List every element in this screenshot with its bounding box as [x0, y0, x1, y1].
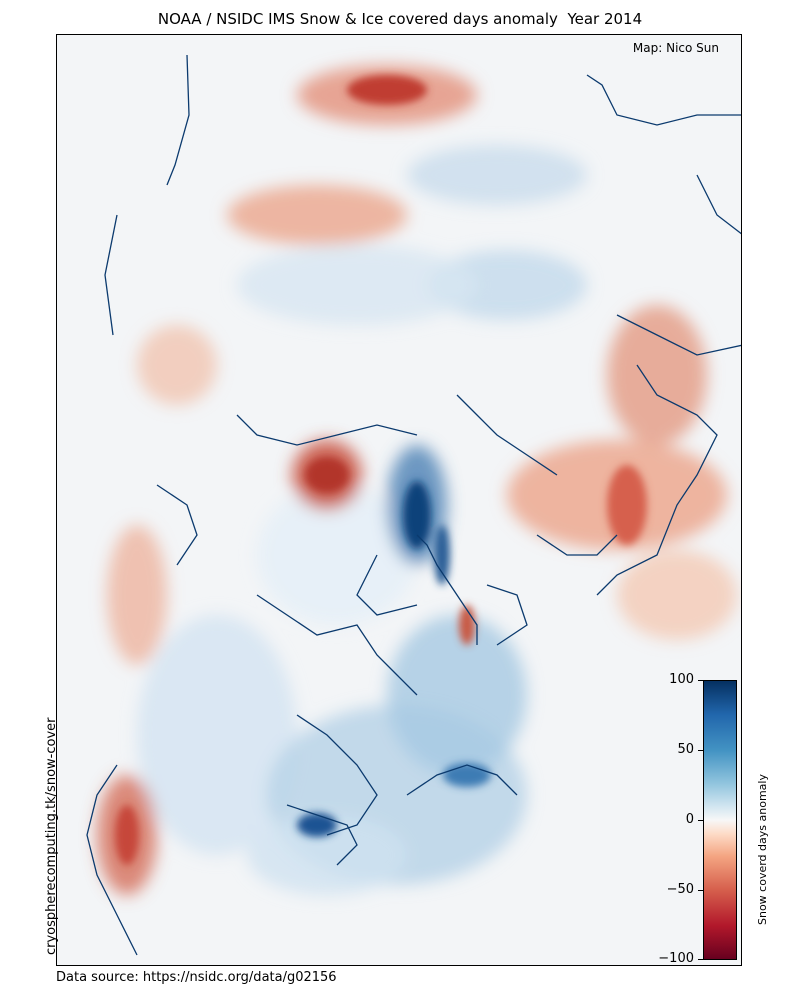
colorbar-tick-label: −50	[666, 882, 694, 897]
map-credit: Map: Nico Sun	[632, 41, 719, 55]
coastlines	[86, 54, 741, 956]
colorbar-tick-label: −100	[658, 951, 694, 966]
colorbar	[703, 680, 737, 960]
colorbar-label: Snow coverd days anomaly	[756, 774, 769, 925]
anomaly-hotspots	[115, 75, 647, 865]
colorbar-tick-mark	[698, 959, 703, 960]
colorbar-tick-label: 0	[685, 812, 694, 827]
colorbar-tick-label: 100	[669, 672, 694, 687]
colorbar-tick-label: 50	[677, 742, 694, 757]
colorbar-tick-mark	[698, 820, 703, 821]
colorbar-tick-mark	[698, 890, 703, 891]
colorbar-tick-mark	[698, 750, 703, 751]
map-canvas	[86, 54, 741, 956]
colorbar-tick-mark	[698, 680, 703, 681]
data-source: Data source: https://nsidc.org/data/g021…	[56, 970, 337, 985]
website-label: cryospherecomputing.tk/snow-cover	[44, 717, 59, 955]
anomaly-map: Map: Nico Sun	[56, 34, 742, 966]
map-title: NOAA / NSIDC IMS Snow & Ice covered days…	[157, 10, 643, 28]
